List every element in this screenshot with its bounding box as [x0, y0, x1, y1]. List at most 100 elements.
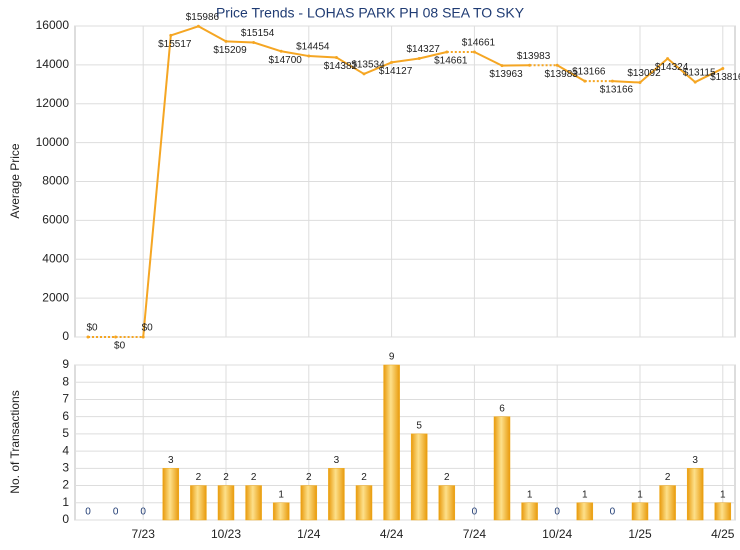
- data-label: 2: [444, 472, 450, 483]
- data-label: $15986: [186, 12, 220, 23]
- data-label: 9: [389, 352, 395, 363]
- line-point: [114, 335, 118, 339]
- data-label: $14661: [462, 38, 496, 49]
- line-segment: [308, 55, 337, 59]
- line-point: [500, 64, 504, 68]
- line-point: [307, 54, 311, 58]
- y-tick-label: 2: [62, 478, 69, 492]
- line-point: [555, 63, 559, 67]
- line-segment: [556, 64, 586, 82]
- line-segment: [666, 57, 696, 83]
- line-point: [666, 57, 670, 61]
- data-label: 0: [113, 507, 119, 518]
- data-label: $14324: [655, 62, 689, 73]
- line-point: [445, 50, 449, 54]
- data-label: 0: [472, 507, 478, 518]
- data-label: $13963: [489, 69, 523, 80]
- y-tick-label: 2000: [42, 290, 69, 304]
- y-tick-label: 0: [62, 329, 69, 343]
- line-point: [334, 55, 338, 59]
- bar: [190, 485, 207, 521]
- y-tick-label: 7: [62, 392, 69, 406]
- bar: [714, 502, 732, 521]
- data-label: 0: [610, 507, 616, 518]
- line-point: [362, 72, 366, 76]
- line-point: [583, 79, 587, 83]
- bar: [493, 416, 511, 521]
- data-label: 1: [582, 489, 588, 500]
- line-point: [390, 60, 394, 64]
- x-tick-label: 4/25: [711, 527, 735, 541]
- data-label: 1: [720, 489, 726, 500]
- x-tick-label: 7/24: [463, 527, 487, 541]
- line-segment: [197, 25, 227, 43]
- line-segment: [363, 61, 392, 75]
- bar: [576, 502, 594, 521]
- line-segment: [391, 57, 420, 64]
- x-tick-label: 4/24: [380, 527, 404, 541]
- data-label: $0: [142, 323, 154, 334]
- line-point: [472, 50, 476, 54]
- data-label: $14127: [379, 66, 413, 77]
- bar: [272, 502, 290, 521]
- y-tick-label: 10000: [36, 135, 70, 149]
- data-label: $14700: [269, 55, 303, 66]
- data-label: $13166: [600, 85, 634, 96]
- y-tick-label: 6: [62, 409, 69, 423]
- line-segment: [473, 51, 503, 67]
- line-segment: [225, 40, 254, 44]
- y-tick-label: 8: [62, 374, 69, 388]
- data-label: 0: [85, 507, 91, 518]
- data-label: $13115: [683, 68, 716, 79]
- bar: [217, 485, 235, 521]
- line-segment: [281, 50, 309, 58]
- line-point: [610, 79, 614, 83]
- data-label: $13534: [351, 60, 385, 71]
- line-point: [169, 33, 173, 37]
- x-tick-label: 7/23: [132, 527, 156, 541]
- y-tick-label: 8000: [42, 174, 69, 188]
- data-label: $15209: [213, 45, 247, 56]
- data-label: 3: [692, 455, 698, 466]
- line-segment: [694, 67, 724, 83]
- data-label: 0: [140, 507, 146, 518]
- data-label: 2: [306, 472, 312, 483]
- y-tick-label: 16000: [36, 18, 70, 32]
- line-point: [638, 81, 642, 85]
- line-point: [141, 335, 145, 339]
- bar: [383, 364, 400, 521]
- bar: [438, 485, 456, 521]
- data-label: $0: [114, 341, 126, 352]
- data-label: $14454: [296, 42, 330, 53]
- chart-title: Price Trends - LOHAS PARK PH 08 SEA TO S…: [216, 5, 525, 21]
- x-tick-label: 1/24: [297, 527, 321, 541]
- line-segment: [335, 56, 365, 75]
- data-label: 3: [168, 455, 174, 466]
- data-label: 3: [334, 455, 340, 466]
- line-segment: [639, 57, 669, 84]
- data-label: 2: [665, 472, 671, 483]
- data-label: 2: [361, 472, 367, 483]
- data-label: 2: [251, 472, 257, 483]
- line-segment: [253, 41, 282, 53]
- bar: [300, 485, 318, 521]
- y-tick-label: 14000: [36, 57, 70, 71]
- data-label: 2: [196, 472, 202, 483]
- data-label: $14661: [434, 56, 468, 67]
- data-label: $13983: [545, 69, 579, 80]
- line-segment: [612, 80, 641, 84]
- data-label: 5: [416, 421, 422, 432]
- x-tick-label: 10/24: [542, 527, 572, 541]
- bar: [328, 468, 345, 521]
- data-label: $14327: [407, 44, 441, 55]
- y-tick-label: 12000: [36, 96, 70, 110]
- line-point: [224, 39, 228, 43]
- y-tick-label: 9: [62, 357, 69, 371]
- bar: [631, 502, 649, 521]
- data-label: $13166: [572, 67, 606, 78]
- bar: [410, 433, 428, 521]
- line-point: [196, 24, 200, 28]
- line-point: [528, 63, 532, 67]
- data-label: $15154: [241, 28, 275, 39]
